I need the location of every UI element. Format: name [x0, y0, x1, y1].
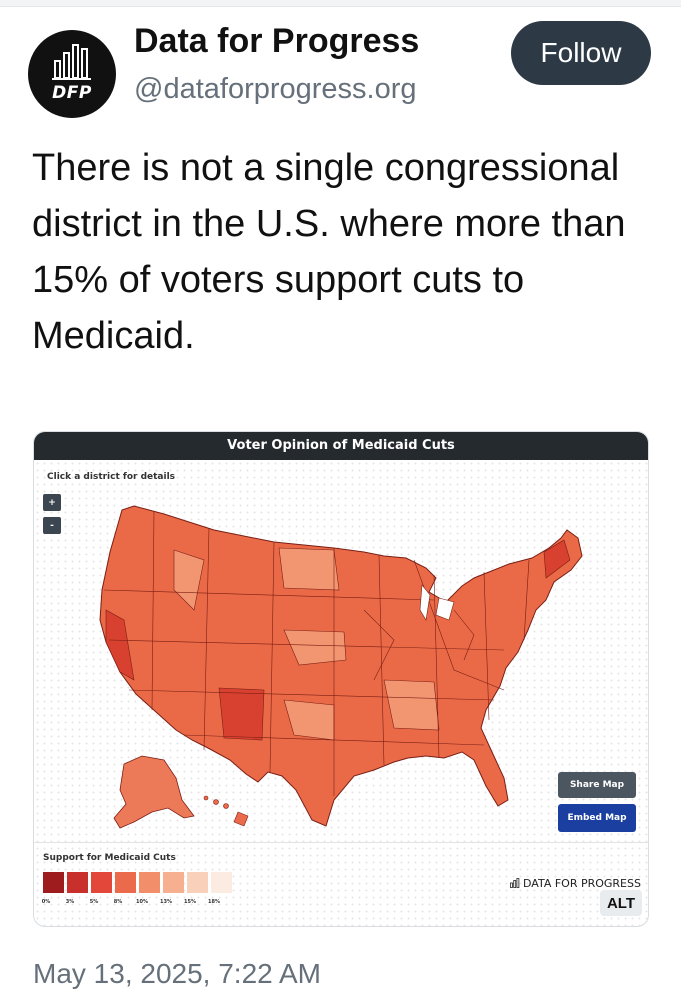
- avatar-logo-text: DFP: [52, 83, 92, 103]
- legend-swatch: [91, 872, 112, 893]
- dark-districts-region[interactable]: [105, 609, 135, 681]
- legend-tick: 13%: [160, 899, 172, 905]
- embed-map-button[interactable]: Embed Map: [558, 804, 636, 832]
- alaska-shape[interactable]: [113, 755, 195, 829]
- display-name[interactable]: Data for Progress: [134, 22, 420, 60]
- legend-tick: 10%: [136, 899, 148, 905]
- map-embed-card[interactable]: Voter Opinion of Medicaid Cuts Click a d…: [33, 431, 649, 927]
- map-title: Voter Opinion of Medicaid Cuts: [34, 432, 648, 460]
- great-lakes-shape: [419, 584, 431, 621]
- share-map-button[interactable]: Share Map: [558, 772, 636, 798]
- bar-chart-icon: [52, 44, 91, 80]
- legend-swatch: [211, 872, 232, 893]
- legend-swatch: [187, 872, 208, 893]
- account-handle[interactable]: @dataforprogress.org: [134, 73, 417, 105]
- district-borders: [103, 511, 530, 796]
- dark-districts-region[interactable]: [543, 539, 571, 579]
- bar-chart-icon: [510, 878, 520, 888]
- us-mainland-shape[interactable]: [99, 505, 583, 827]
- zoom-out-button[interactable]: -: [43, 517, 61, 534]
- follow-button[interactable]: Follow: [511, 21, 651, 85]
- legend-swatch: [163, 872, 184, 893]
- legend-swatch: [115, 872, 136, 893]
- post-timestamp[interactable]: May 13, 2025, 7:22 AM: [33, 958, 321, 989]
- alt-badge[interactable]: ALT: [600, 890, 642, 916]
- dfp-wordmark: DATA FOR PROGRESS: [510, 877, 641, 890]
- legend-swatch: [43, 872, 64, 893]
- light-districts-region[interactable]: [173, 549, 205, 611]
- district-map[interactable]: [34, 460, 648, 840]
- legend-tick: 3%: [65, 899, 75, 905]
- wordmark-text: DATA FOR PROGRESS: [523, 877, 641, 890]
- legend-tick: 18%: [208, 899, 220, 905]
- great-lakes-shape: [435, 597, 455, 621]
- dark-districts-region[interactable]: [218, 687, 265, 741]
- legend-title: Support for Medicaid Cuts: [43, 853, 176, 863]
- light-districts-region[interactable]: [383, 679, 440, 731]
- post-text: There is not a single congressional dist…: [32, 147, 626, 357]
- legend-tick: 8%: [113, 899, 123, 905]
- legend-tick: 0%: [41, 899, 51, 905]
- light-districts-region[interactable]: [278, 547, 340, 591]
- hawaii-islands[interactable]: [203, 795, 249, 827]
- legend-swatch: [67, 872, 88, 893]
- light-districts-region[interactable]: [283, 629, 347, 666]
- top-divider: [0, 0, 681, 7]
- legend-divider: [34, 842, 648, 843]
- legend-tick: 5%: [89, 899, 99, 905]
- map-instruction: Click a district for details: [47, 472, 176, 482]
- legend-tick: 15%: [184, 899, 196, 905]
- zoom-in-button[interactable]: +: [43, 494, 61, 511]
- avatar[interactable]: DFP: [28, 30, 116, 118]
- legend-swatch: [139, 872, 160, 893]
